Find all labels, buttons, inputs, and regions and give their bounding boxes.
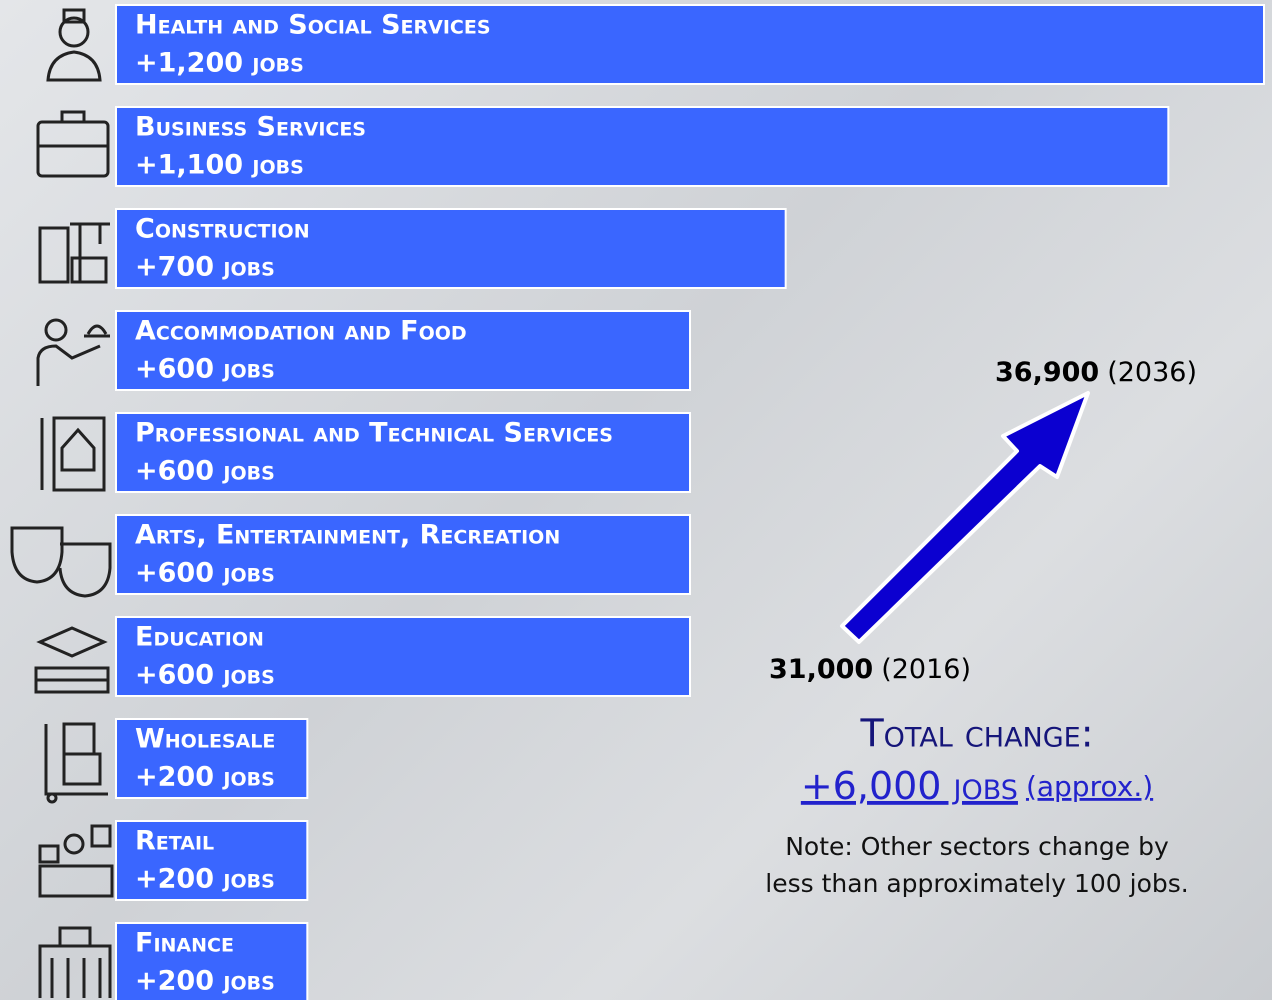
category-label: Health and Social Services bbox=[135, 10, 491, 41]
growth-arrow bbox=[840, 391, 1090, 644]
bar bbox=[115, 412, 691, 493]
note-line: Note: Other sectors change by bbox=[785, 832, 1169, 861]
bar bbox=[115, 820, 309, 901]
category-label: Construction bbox=[135, 214, 310, 245]
value-label: +1,200 jobs bbox=[135, 48, 304, 79]
category-label: Arts, Entertainment, Recreation bbox=[135, 520, 560, 551]
value-label: +1,100 jobs bbox=[135, 150, 304, 181]
category-label: Business Services bbox=[135, 112, 366, 143]
total-label: +6,000 jobs (approx.) bbox=[801, 764, 1153, 808]
value-label: +600 jobs bbox=[135, 456, 275, 487]
end-label: 36,900 (2036) bbox=[995, 357, 1197, 388]
value-label: +200 jobs bbox=[135, 864, 275, 895]
value-label: +200 jobs bbox=[135, 762, 275, 793]
start-value: 31,000 bbox=[769, 654, 873, 685]
bar bbox=[115, 514, 691, 595]
icons bbox=[10, 8, 114, 998]
value-label: +600 jobs bbox=[135, 660, 275, 691]
end-year: (2036) bbox=[1107, 357, 1197, 388]
total-note: (approx.) bbox=[1026, 770, 1153, 803]
category-label: Accommodation and Food bbox=[135, 316, 467, 347]
value-label: +200 jobs bbox=[135, 966, 275, 997]
bar bbox=[115, 922, 309, 1000]
bar bbox=[115, 616, 691, 697]
bar bbox=[115, 310, 691, 391]
start-year: (2016) bbox=[881, 654, 971, 685]
value-label: +600 jobs bbox=[135, 354, 275, 385]
bar bbox=[115, 208, 787, 289]
total-value: +6,000 jobs bbox=[801, 764, 1018, 808]
bar bbox=[115, 718, 309, 799]
end-value: 36,900 bbox=[995, 357, 1099, 388]
bar bbox=[115, 106, 1170, 187]
category-label: Education bbox=[135, 622, 264, 653]
category-label: Professional and Technical Services bbox=[135, 418, 613, 449]
value-label: +700 jobs bbox=[135, 252, 275, 283]
category-label: Retail bbox=[135, 826, 214, 857]
note-line: less than approximately 100 jobs. bbox=[765, 869, 1188, 898]
category-label: Finance bbox=[135, 928, 234, 959]
value-label: +600 jobs bbox=[135, 558, 275, 589]
bar bbox=[115, 4, 1265, 85]
total-title: Total change: bbox=[859, 712, 1093, 756]
category-label: Wholesale bbox=[135, 724, 275, 755]
start-label: 31,000 (2016) bbox=[769, 654, 971, 685]
